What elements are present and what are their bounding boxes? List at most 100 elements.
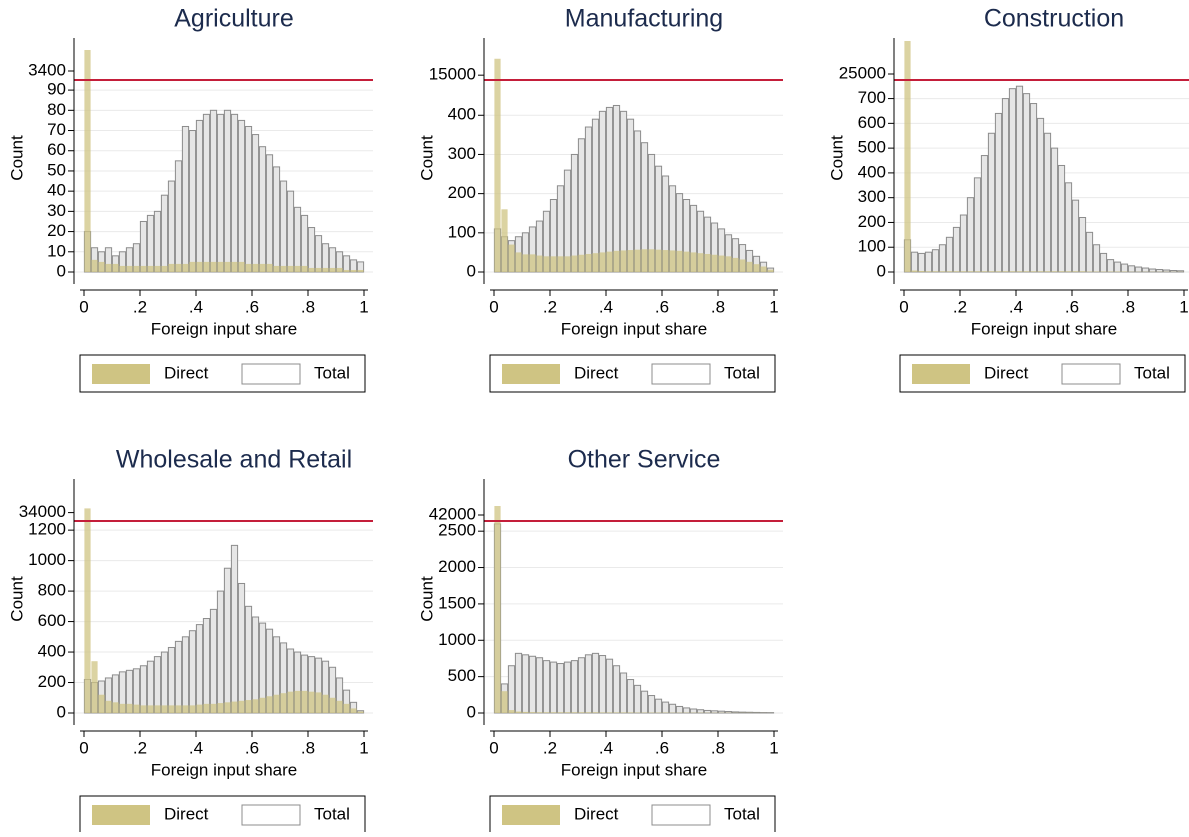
bar — [1030, 104, 1036, 272]
bar — [1058, 271, 1064, 272]
bar — [231, 262, 237, 272]
bar — [1051, 148, 1057, 272]
panel: Agriculture010203040506070809034000.2.4.… — [7, 5, 373, 392]
x-axis-label: Foreign input share — [151, 319, 297, 338]
bar — [1023, 271, 1029, 272]
bar — [315, 692, 321, 713]
bar — [1002, 271, 1008, 272]
bar — [294, 207, 300, 272]
bar — [224, 110, 230, 272]
x-tick-label: .4 — [599, 738, 613, 757]
bar — [648, 249, 654, 272]
x-tick-label: 0 — [489, 297, 498, 316]
bar — [543, 712, 549, 713]
bar — [322, 268, 328, 272]
bar — [315, 236, 321, 272]
bar — [259, 147, 265, 272]
bar — [161, 705, 167, 713]
bar — [189, 262, 195, 272]
legend-label: Total — [314, 804, 350, 823]
bar — [613, 666, 619, 713]
y-tick-label: 10 — [47, 241, 66, 260]
bar — [1065, 183, 1071, 272]
bar — [1037, 271, 1043, 272]
bar — [1163, 270, 1169, 272]
bar — [529, 254, 535, 272]
bar — [1044, 271, 1050, 272]
bar — [259, 698, 265, 713]
bar — [238, 583, 244, 713]
bar — [1072, 200, 1078, 272]
bar — [91, 260, 97, 272]
bar — [536, 712, 542, 713]
bar — [154, 211, 160, 272]
bar — [1051, 271, 1057, 272]
bar — [175, 705, 181, 713]
legend-label: Direct — [574, 804, 619, 823]
bar — [946, 237, 952, 272]
bar — [315, 268, 321, 272]
x-tick-label: 0 — [899, 297, 908, 316]
bar — [571, 154, 577, 272]
bar — [543, 661, 549, 713]
panel-title: Agriculture — [174, 5, 294, 33]
legend-swatch — [92, 364, 150, 384]
bar — [508, 245, 514, 272]
bar — [182, 264, 188, 272]
panel-title: Other Service — [568, 446, 721, 474]
bar — [273, 266, 279, 272]
bar — [1030, 271, 1036, 272]
bar — [620, 111, 626, 272]
bar — [350, 270, 356, 272]
bar — [767, 270, 773, 272]
bar — [494, 506, 500, 713]
bar — [105, 264, 111, 272]
y-tick-label: 800 — [38, 581, 66, 600]
x-tick-label: .8 — [711, 738, 725, 757]
y-tick-label: 400 — [38, 642, 66, 661]
bar — [953, 271, 959, 272]
bar — [585, 712, 591, 713]
bar — [217, 703, 223, 713]
legend-swatch — [912, 364, 970, 384]
bar — [946, 271, 952, 272]
bar — [182, 705, 188, 713]
y-tick-label: 50 — [47, 160, 66, 179]
bar — [529, 712, 535, 713]
bar — [501, 691, 507, 713]
bar — [154, 657, 160, 713]
x-axis-label: Foreign input share — [971, 319, 1117, 338]
bar — [515, 252, 521, 272]
bar — [287, 266, 293, 272]
bar — [974, 271, 980, 272]
bar — [557, 664, 563, 713]
bar — [1142, 268, 1148, 272]
bar — [1002, 99, 1008, 272]
bar — [620, 250, 626, 272]
bar — [343, 256, 349, 272]
bar — [84, 50, 90, 272]
bar — [252, 617, 258, 713]
bar — [1086, 232, 1092, 272]
y-tick-label: 300 — [858, 187, 886, 206]
bar — [634, 685, 640, 713]
bar — [676, 251, 682, 272]
bar — [995, 113, 1001, 272]
bar — [175, 161, 181, 272]
y-tick-label: 0 — [467, 261, 476, 280]
bar — [84, 508, 90, 713]
x-tick-label: .6 — [245, 738, 259, 757]
x-tick-label: 1 — [769, 738, 778, 757]
y-tick-label: 0 — [57, 702, 66, 721]
x-tick-label: .4 — [189, 297, 203, 316]
bar — [210, 262, 216, 272]
panel: Other Service05001000150020002500420000.… — [417, 446, 783, 832]
bar — [585, 254, 591, 272]
bar — [683, 708, 689, 713]
bar — [182, 637, 188, 713]
x-tick-label: .8 — [301, 297, 315, 316]
bar — [1100, 253, 1106, 272]
bar — [662, 702, 668, 713]
bar — [217, 262, 223, 272]
